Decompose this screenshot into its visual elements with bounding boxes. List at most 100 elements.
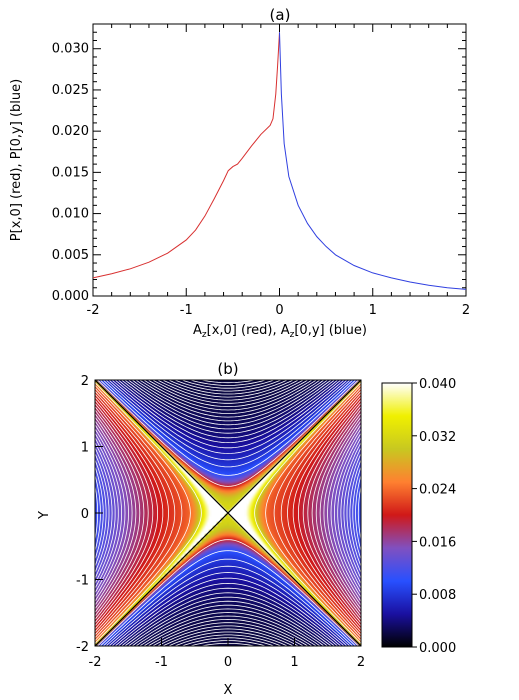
contour-line <box>108 380 348 454</box>
y-tick-label: 0 <box>81 507 89 522</box>
contour-line <box>189 380 267 386</box>
contour-line <box>156 380 300 401</box>
panel-a-title: (a) <box>270 6 291 24</box>
contour-line <box>127 600 329 646</box>
contour-line <box>95 420 133 606</box>
contour-line <box>180 380 276 389</box>
contour-line <box>95 393 169 633</box>
contour-line <box>147 618 309 646</box>
contour-line <box>95 387 183 639</box>
y-tick-label: 0.005 <box>52 248 89 263</box>
contour-line <box>102 558 354 646</box>
contour-line <box>95 382 202 644</box>
contour-line <box>120 592 336 646</box>
contour-line <box>95 416 137 610</box>
contour-line <box>97 380 359 487</box>
colorbar-tick-label: 0.024 <box>419 483 456 498</box>
x-tick-label: 1 <box>290 655 298 670</box>
contour-line <box>319 416 361 610</box>
contour-line <box>95 399 159 627</box>
y-tick-label: 0.010 <box>52 207 89 222</box>
contour-line <box>117 380 339 439</box>
contour-line <box>95 384 191 642</box>
contour-line <box>151 622 305 646</box>
contour-line <box>105 380 351 461</box>
contour-line <box>99 550 357 646</box>
y-tick-label: 0.030 <box>52 42 89 57</box>
y-tick-label: -1 <box>76 574 89 589</box>
contour-line <box>95 409 145 617</box>
contour-line <box>337 436 361 590</box>
x-tick-label: 0 <box>224 655 232 670</box>
contour-line <box>114 582 342 646</box>
panel-a: (a) -2 -1 0 1 2 0.000 0.005 0.010 0.015 0.020 0.02… <box>9 6 470 340</box>
x-tick-label: 0 <box>275 303 283 318</box>
contour-line <box>147 380 309 408</box>
contour-line <box>117 587 339 646</box>
y-tick-label: 0.000 <box>52 289 89 304</box>
contour-line <box>124 380 332 430</box>
contour-line <box>135 608 321 646</box>
contour-line <box>297 399 361 627</box>
y-tick-label: 0.020 <box>52 124 89 139</box>
contour-line <box>131 380 325 422</box>
panel-a-ticks: -2 -1 0 1 2 0.000 0.005 0.010 0.015 0.020 0.025 0.0… <box>52 23 470 318</box>
contour-line <box>349 458 361 568</box>
x-tick-label: -2 <box>89 655 102 670</box>
contour-line <box>124 596 332 646</box>
contour-line <box>95 396 164 630</box>
colorbar-tick-label: 0.000 <box>419 641 456 656</box>
y-tick-label: 0.025 <box>52 83 89 98</box>
contour-line <box>114 380 342 444</box>
x-tick-label: -1 <box>155 655 168 670</box>
contour-line <box>352 465 361 561</box>
contour-line <box>327 423 361 603</box>
contour-line <box>355 474 361 552</box>
x-tick-label: 1 <box>369 303 377 318</box>
x-tick-label: -2 <box>87 303 100 318</box>
y-tick-label: 2 <box>81 374 89 389</box>
contour-line <box>330 428 361 598</box>
colorbar-tick-label: 0.008 <box>419 588 456 603</box>
contour-line <box>95 423 129 603</box>
contour-line <box>189 640 267 646</box>
contour-line <box>99 380 357 476</box>
contour-line <box>151 380 305 404</box>
contour-line <box>131 604 325 646</box>
contour-line <box>108 572 348 646</box>
contour-line <box>111 380 345 449</box>
contour-line <box>315 412 361 614</box>
contour-line <box>357 484 361 542</box>
contour-line <box>167 631 289 646</box>
contour-line <box>95 432 123 594</box>
contour-line <box>95 428 126 598</box>
contour-line <box>102 380 354 468</box>
contour-line <box>346 452 361 574</box>
contour-line <box>143 380 313 411</box>
panel-a-ylabel: P[x,0] (red), P[0,y] (blue) <box>9 79 24 241</box>
contour-line <box>156 625 300 646</box>
contour-line <box>199 380 257 384</box>
contour-line <box>254 382 361 644</box>
panel-a-plot-area <box>92 23 467 297</box>
contour-line <box>273 387 361 639</box>
series-line-blue <box>279 32 467 290</box>
contour-line <box>95 390 176 636</box>
x-tick-label: -1 <box>180 303 193 318</box>
contour-line <box>95 474 101 552</box>
contour-line <box>307 405 361 621</box>
contour-line <box>180 637 276 646</box>
panel-b-title: (b) <box>217 360 238 378</box>
contour-line <box>95 465 104 561</box>
contour-line <box>95 436 119 590</box>
contour-line <box>340 441 361 585</box>
contour-line <box>302 402 361 624</box>
contour-line <box>135 380 321 418</box>
contour-line <box>167 380 289 395</box>
panel-b-ticks: -2 -1 0 1 2 -2 -1 0 1 2 <box>76 374 365 670</box>
contour-line <box>161 628 295 646</box>
contour-line <box>95 405 149 621</box>
contour-line <box>95 402 154 624</box>
y-tick-label: -2 <box>76 640 89 655</box>
